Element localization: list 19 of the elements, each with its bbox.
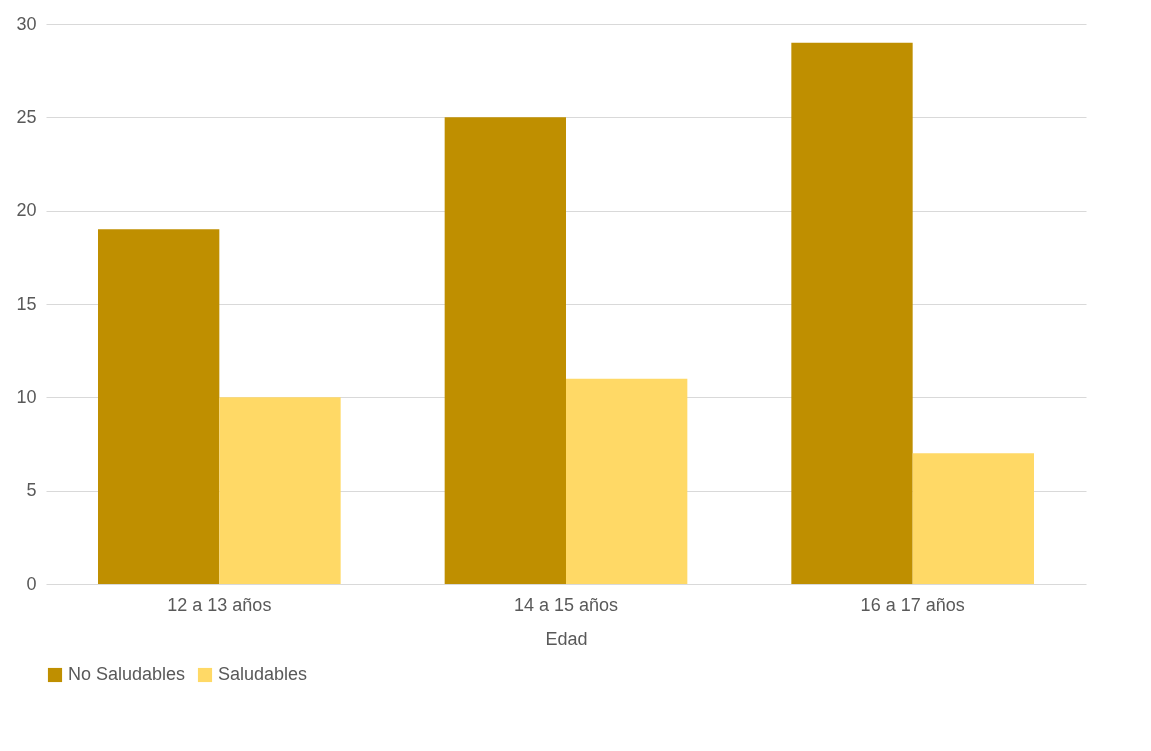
bar	[912, 453, 1034, 584]
y-tick-label: 15	[16, 293, 37, 314]
y-tick-label: 0	[26, 573, 37, 594]
x-tick-label: 12 a 13 años	[167, 594, 272, 615]
y-tick-label: 30	[16, 13, 37, 34]
legend-label: No Saludables	[68, 664, 186, 684]
legend-label: Saludables	[218, 664, 308, 684]
y-tick-label: 10	[16, 386, 37, 407]
bar	[566, 378, 688, 584]
x-tick-label: 16 a 17 años	[860, 594, 965, 615]
x-axis-title: Edad	[545, 628, 588, 649]
bar	[219, 397, 341, 584]
y-tick-label: 5	[26, 480, 37, 501]
bar	[98, 229, 220, 584]
y-tick-label: 20	[16, 200, 37, 221]
y-tick-label: 25	[16, 106, 37, 127]
bar	[444, 117, 566, 584]
x-tick-label: 14 a 15 años	[513, 594, 619, 615]
bar	[791, 42, 913, 584]
